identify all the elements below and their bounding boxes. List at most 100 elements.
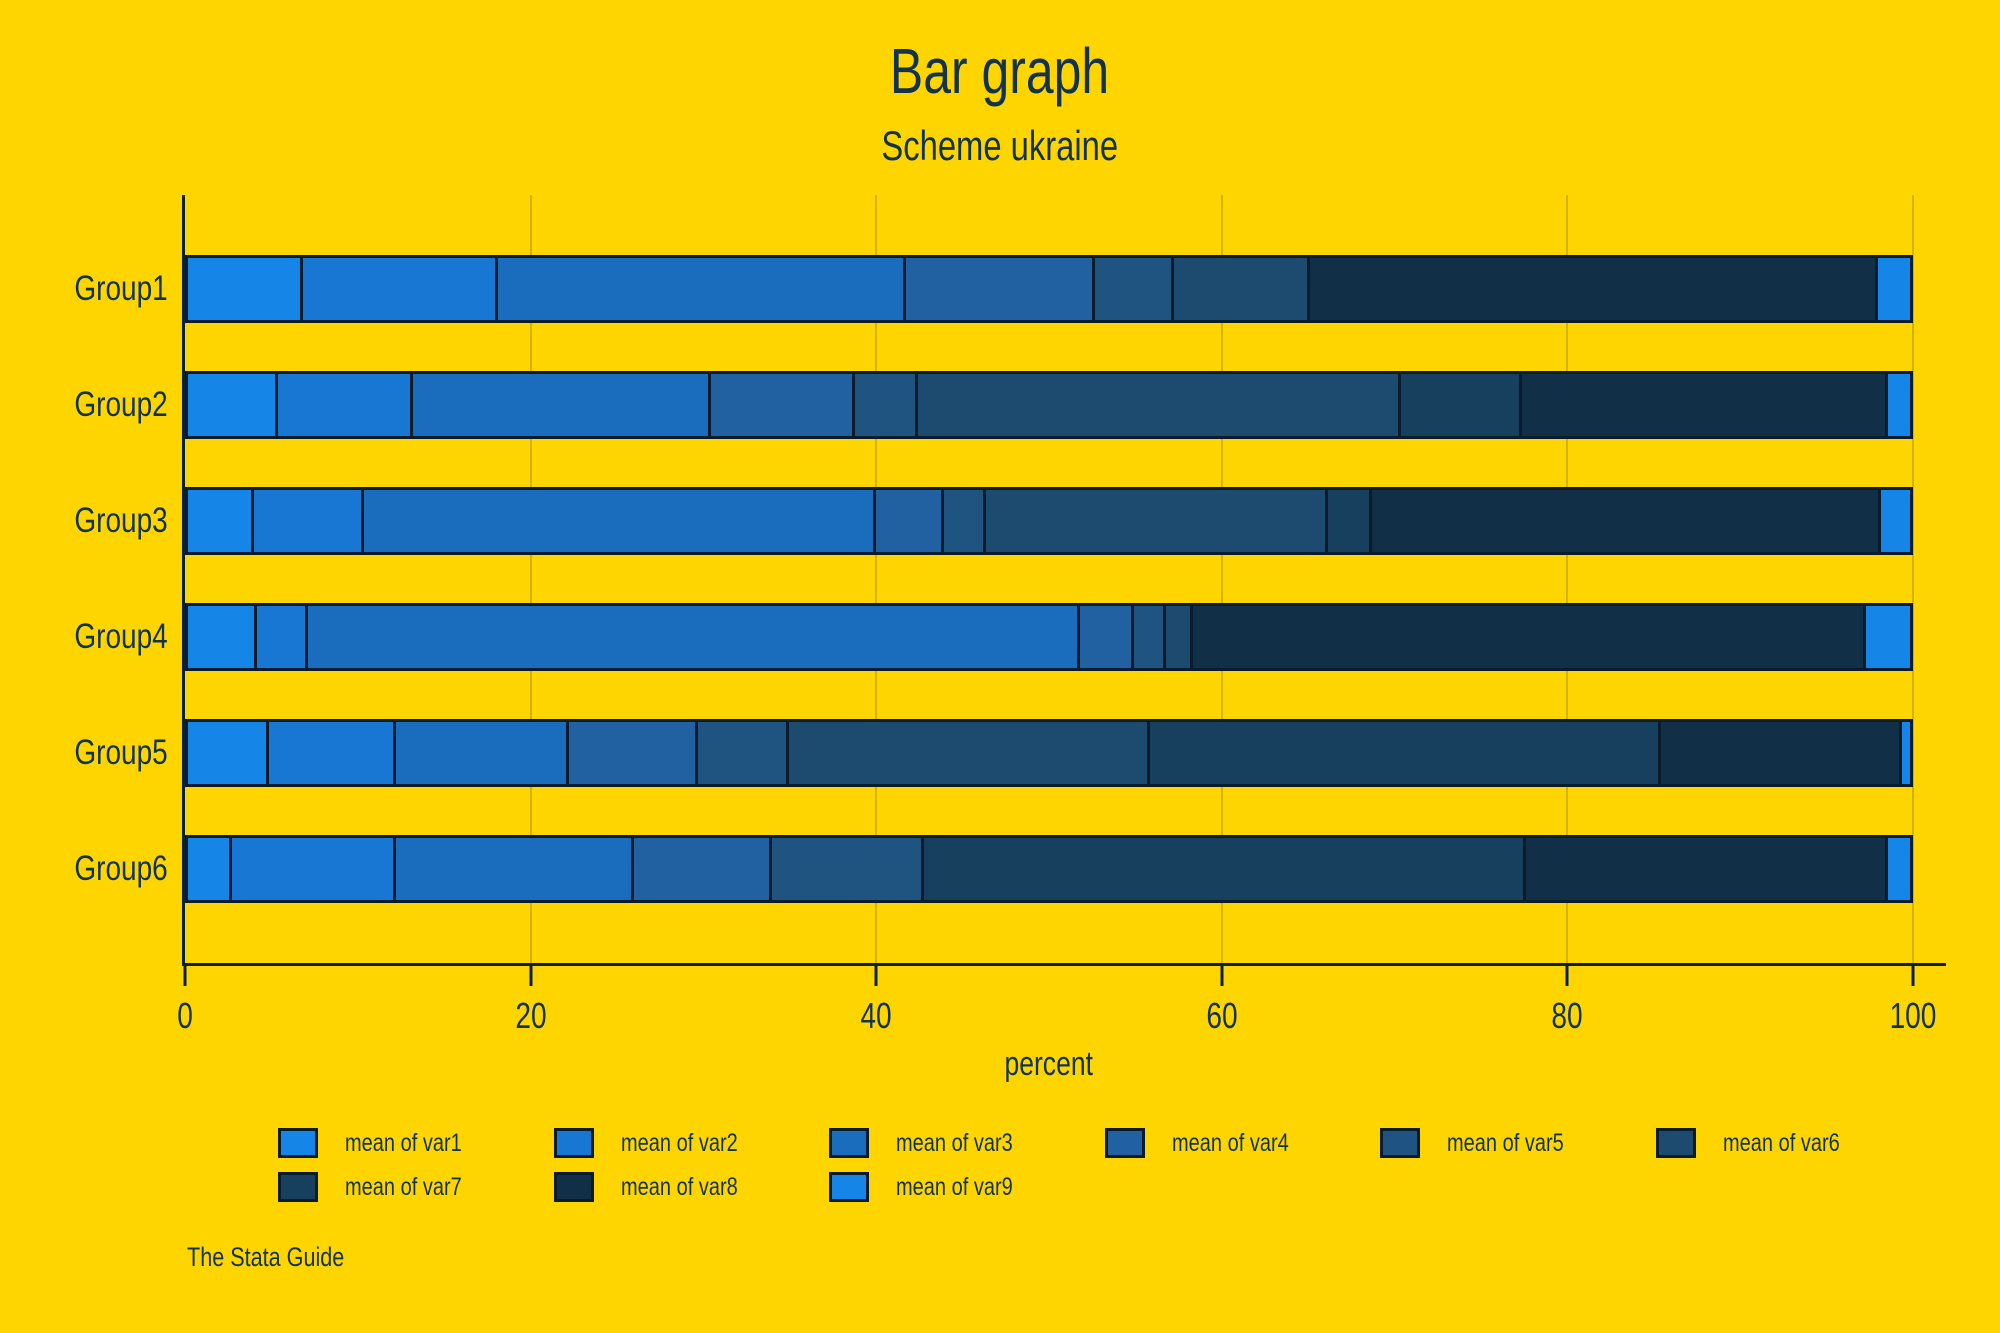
bar-segment-group5-mean-of-var8 <box>1657 722 1899 784</box>
x-tick-label-text: 80 <box>1551 995 1584 1036</box>
x-tick-label-20: 20 <box>511 995 551 1037</box>
legend-label: mean of var6 <box>1723 1129 1869 1158</box>
bar-segment-group1-mean-of-var5 <box>1091 258 1172 320</box>
bar-segment-group1-mean-of-var4 <box>903 258 1092 320</box>
bar-segment-group6-mean-of-var1 <box>188 838 229 900</box>
bar-group4 <box>185 603 1913 671</box>
bar-group3 <box>185 487 1913 555</box>
group-label-group1: Group1 <box>0 255 168 323</box>
gridline-40 <box>875 195 878 963</box>
x-tick-label-40: 40 <box>856 995 896 1037</box>
x-tick-0 <box>183 966 187 986</box>
x-tick-label-text: 0 <box>177 995 193 1036</box>
bar-segment-group6-mean-of-var9 <box>1884 838 1910 900</box>
legend-label: mean of var9 <box>896 1173 1042 1202</box>
legend-label-text: mean of var4 <box>1171 1128 1289 1157</box>
group-label-group2: Group2 <box>0 371 168 439</box>
legend-label-text: mean of var1 <box>345 1128 462 1157</box>
bar-segment-group2-mean-of-var9 <box>1884 374 1910 436</box>
group-label-group4: Group4 <box>0 603 168 671</box>
bar-segment-group2-mean-of-var5 <box>852 374 915 436</box>
bar-segment-group2-mean-of-var6 <box>914 374 1399 436</box>
legend-swatch <box>829 1172 869 1202</box>
legend-item-mean-of-var1: mean of var1 <box>278 1128 554 1158</box>
x-tick-label-100: 100 <box>1883 995 1943 1037</box>
gridline-20 <box>529 195 532 963</box>
bar-segment-group3-mean-of-var9 <box>1878 490 1910 552</box>
bar-group1 <box>185 255 1913 323</box>
x-tick-100 <box>1911 966 1915 986</box>
group-label-text: Group1 <box>74 269 168 308</box>
chart-title-text: Bar graph <box>890 35 1110 107</box>
legend-item-mean-of-var6: mean of var6 <box>1655 1128 1932 1158</box>
legend-item-mean-of-var9: mean of var9 <box>829 1172 1105 1202</box>
bar-segment-group4-mean-of-var8 <box>1189 606 1863 668</box>
bar-segment-group1-mean-of-var6 <box>1171 258 1307 320</box>
group-label-text: Group2 <box>74 385 168 424</box>
legend-swatch <box>1104 1128 1145 1158</box>
bar-segment-group5-mean-of-var7 <box>1147 722 1658 784</box>
legend-swatch <box>829 1128 869 1158</box>
x-axis-line <box>182 963 1946 966</box>
legend-label: mean of var2 <box>621 1129 767 1158</box>
gridline-100 <box>1912 195 1914 963</box>
bar-segment-group4-mean-of-var4 <box>1076 606 1131 668</box>
legend-label-text: mean of var7 <box>345 1172 462 1201</box>
bar-segment-group3-mean-of-var5 <box>940 490 983 552</box>
legend: mean of var1 mean of var2 mean of var3 mean… <box>278 1128 1931 1202</box>
x-tick-40 <box>874 966 878 986</box>
bar-segment-group3-mean-of-var4 <box>873 490 941 552</box>
bar-segment-group6-mean-of-var4 <box>631 838 769 900</box>
bar-segment-group6-mean-of-var2 <box>228 838 394 900</box>
bar-segment-group4-mean-of-var3 <box>304 606 1077 668</box>
bar-segment-group1-mean-of-var2 <box>300 258 496 320</box>
x-tick-label-text: 100 <box>1889 995 1937 1036</box>
group-label-group3: Group3 <box>0 487 168 555</box>
bar-segment-group2-mean-of-var7 <box>1398 374 1519 436</box>
bar-segment-group5-mean-of-var3 <box>393 722 566 784</box>
legend-swatch <box>1380 1128 1420 1158</box>
plot-area: 0 20 40 60 80 100 percent <box>177 195 1946 1083</box>
legend-label: mean of var3 <box>896 1129 1042 1158</box>
bar-segment-group6-mean-of-var7 <box>921 838 1523 900</box>
x-tick-label-80: 80 <box>1547 995 1587 1037</box>
x-axis-title-text: percent <box>1004 1045 1094 1083</box>
x-tick-60 <box>1220 966 1224 986</box>
x-tick-label-text: 40 <box>860 995 892 1036</box>
bar-segment-group5-mean-of-var1 <box>188 722 267 784</box>
legend-label: mean of var8 <box>621 1173 767 1202</box>
legend-swatch <box>278 1172 318 1202</box>
bar-segment-group5-mean-of-var5 <box>694 722 786 784</box>
legend-label: mean of var4 <box>1172 1129 1318 1158</box>
bar-segment-group3-mean-of-var3 <box>360 490 874 552</box>
bar-group2 <box>185 371 1913 439</box>
bar-segment-group3-mean-of-var2 <box>250 490 361 552</box>
x-tick-80 <box>1565 966 1569 986</box>
legend-swatch <box>278 1128 318 1158</box>
bar-segment-group4-mean-of-var6 <box>1162 606 1190 668</box>
y-axis-line <box>182 195 185 966</box>
legend-item-mean-of-var2: mean of var2 <box>553 1128 830 1158</box>
bar-segment-group6-mean-of-var3 <box>393 838 632 900</box>
legend-label: mean of var7 <box>345 1173 491 1202</box>
bar-segment-group6-mean-of-var8 <box>1522 838 1885 900</box>
bar-segment-group4-mean-of-var2 <box>254 606 305 668</box>
legend-item-mean-of-var4: mean of var4 <box>1104 1128 1381 1158</box>
legend-item-mean-of-var3: mean of var3 <box>829 1128 1105 1158</box>
x-tick-label-text: 20 <box>514 995 547 1036</box>
bar-segment-group2-mean-of-var1 <box>188 374 275 436</box>
group-label-group5: Group5 <box>0 719 168 787</box>
gridline-60 <box>1220 195 1223 963</box>
bar-group6 <box>185 835 1913 903</box>
bar-segment-group1-mean-of-var8 <box>1306 258 1875 320</box>
x-axis-title: percent <box>185 1045 1913 1084</box>
group-label-text: Group4 <box>74 617 168 656</box>
legend-item-mean-of-var7: mean of var7 <box>278 1172 554 1202</box>
legend-label: mean of var5 <box>1447 1129 1593 1158</box>
caption-text: The Stata Guide <box>187 1242 345 1272</box>
bar-segment-group1-mean-of-var9 <box>1874 258 1910 320</box>
legend-swatch <box>553 1172 594 1202</box>
legend-label-text: mean of var8 <box>620 1172 738 1201</box>
x-tick-label-text: 60 <box>1206 995 1238 1036</box>
